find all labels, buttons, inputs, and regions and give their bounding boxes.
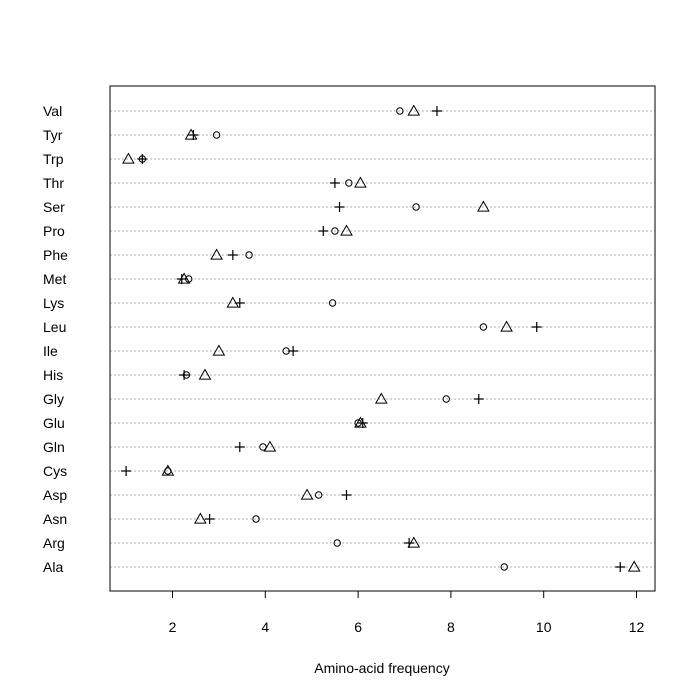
triangle-marker (263, 440, 277, 452)
triangle-marker (477, 200, 490, 212)
triangle-marker (407, 536, 421, 548)
triangle-marker (407, 104, 421, 116)
category-label: Asn (43, 511, 67, 527)
circle-marker (259, 443, 267, 451)
circle-marker (212, 131, 221, 139)
plus-marker (318, 226, 329, 236)
circle-marker (442, 395, 450, 403)
x-tick-label: 10 (536, 619, 552, 635)
triangle-marker (161, 464, 175, 476)
triangle-marker (184, 128, 198, 140)
x-tick-label: 2 (169, 619, 177, 635)
plus-marker (234, 298, 245, 308)
circle-marker (328, 299, 337, 307)
triangle-marker (374, 392, 388, 404)
plus-marker (204, 514, 215, 524)
category-label: Arg (43, 535, 65, 551)
category-label: Trp (43, 151, 64, 167)
category-label: Val (43, 103, 62, 119)
plus-marker (121, 466, 132, 476)
category-label: Phe (43, 247, 68, 263)
circle-marker (331, 227, 339, 235)
category-label: Glu (43, 415, 65, 431)
circle-marker (333, 539, 341, 547)
plus-marker (179, 370, 190, 380)
plus-marker (227, 250, 238, 260)
category-label: Tyr (43, 127, 63, 143)
plot-frame (109, 85, 656, 592)
x-tick-label: 12 (629, 619, 645, 635)
category-label: Ile (43, 343, 58, 359)
plus-marker (188, 130, 199, 140)
circle-marker (252, 515, 260, 523)
plus-marker (334, 202, 345, 212)
circle-marker (412, 203, 420, 211)
category-label: Ala (43, 559, 63, 575)
grid-lines (110, 110, 655, 568)
category-label: Thr (43, 175, 64, 191)
circle-marker (345, 179, 353, 187)
category-label: Gln (43, 439, 65, 455)
triangle-marker (354, 176, 367, 188)
triangle-marker (122, 152, 135, 164)
category-label: Leu (43, 319, 66, 335)
x-axis: 2 4 6 8 10 12 (169, 591, 645, 635)
circle-marker (396, 107, 404, 115)
triangle-marker (210, 248, 223, 260)
category-label: Met (43, 271, 66, 287)
triangle-marker (340, 224, 353, 236)
data-points (121, 104, 641, 572)
triangle-marker (300, 488, 314, 500)
circle-marker (500, 563, 508, 571)
category-label: Asp (43, 487, 67, 503)
plus-marker (473, 394, 484, 404)
x-axis-title: Amino-acid frequency (314, 660, 449, 676)
category-label: Pro (43, 223, 65, 239)
circle-marker (245, 251, 253, 259)
triangle-marker (212, 344, 226, 356)
plus-marker (404, 538, 415, 548)
category-label: Ser (43, 199, 65, 215)
plus-marker (341, 490, 352, 500)
category-label: Gly (43, 391, 64, 407)
plus-marker (137, 154, 148, 164)
triangle-marker (226, 296, 240, 308)
circle-marker (314, 491, 323, 499)
circle-marker (479, 323, 488, 331)
plus-marker (431, 106, 442, 116)
category-label: Lys (43, 295, 64, 311)
plus-marker (357, 418, 368, 428)
category-labels: Val Tyr Trp Thr Ser Pro Phe Met Lys Leu Ile His Gly G… (43, 103, 68, 575)
x-tick-label: 4 (261, 619, 269, 635)
category-label: His (43, 367, 63, 383)
plus-marker (531, 322, 542, 332)
x-tick-label: 8 (447, 619, 455, 635)
triangle-marker (627, 560, 641, 572)
plus-marker (329, 178, 340, 188)
triangle-marker (198, 368, 212, 380)
plus-marker (234, 442, 245, 452)
x-tick-label: 6 (354, 619, 362, 635)
triangle-marker (193, 512, 207, 524)
plus-marker (288, 346, 299, 356)
triangle-marker (500, 320, 513, 332)
category-label: Cys (43, 463, 67, 479)
plus-marker (615, 562, 626, 572)
plus-marker (176, 274, 187, 284)
